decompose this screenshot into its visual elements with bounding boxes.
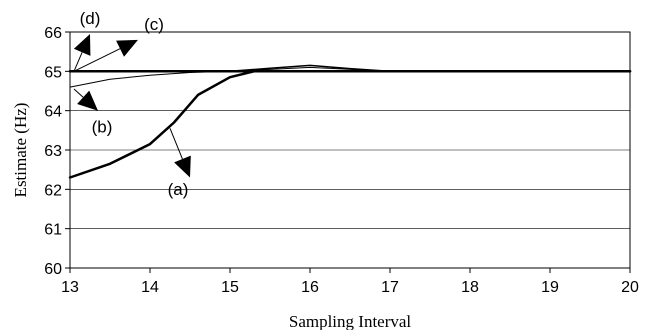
grid: [70, 71, 630, 229]
x-tick-label: 16: [301, 279, 319, 296]
annotation-label-a: (a): [168, 180, 189, 199]
y-tick-label: 65: [44, 64, 62, 81]
annotation-line-c: [73, 48, 121, 72]
x-tick-label: 20: [621, 279, 639, 296]
annotation-arrowhead-b: [77, 90, 98, 111]
annotation-arrowhead-c: [116, 39, 138, 57]
x-tick-label: 15: [221, 279, 239, 296]
y-tick-label: 63: [44, 143, 62, 160]
y-tick-label: 66: [44, 25, 62, 42]
y-tick-label: 64: [44, 104, 62, 121]
annotation-line-b: [73, 88, 84, 98]
annotation-label-d: (d): [80, 9, 101, 28]
annotation-label-c: (c): [144, 15, 164, 34]
y-tick-label: 62: [44, 182, 62, 199]
x-tick-label: 19: [541, 279, 559, 296]
annotation-line-d: [73, 52, 83, 72]
annotation-label-b: (b): [92, 117, 113, 136]
annotation-arrowhead-d: [73, 34, 91, 56]
annotations: (a) (b) (c) (d): [73, 9, 191, 199]
x-tick-label: 13: [61, 279, 79, 296]
y-tick-label: 60: [44, 261, 62, 278]
x-tick-label: 17: [381, 279, 399, 296]
x-tick-label: 18: [461, 279, 479, 296]
x-tick-label: 14: [141, 279, 159, 296]
annotation-arrowhead-a: [174, 155, 191, 178]
y-tick-label: 61: [44, 222, 62, 239]
x-axis-title: Sampling Interval: [289, 312, 412, 330]
series-layer: [68, 64, 632, 179]
ticks: 60 61 62 63 64 65 66 13 14 15 16 17 18 19 20: [44, 25, 639, 296]
y-axis-title: Estimate (Hz): [11, 103, 30, 198]
annotation-line-a: [169, 128, 183, 160]
series-line-a: [68, 70, 632, 179]
